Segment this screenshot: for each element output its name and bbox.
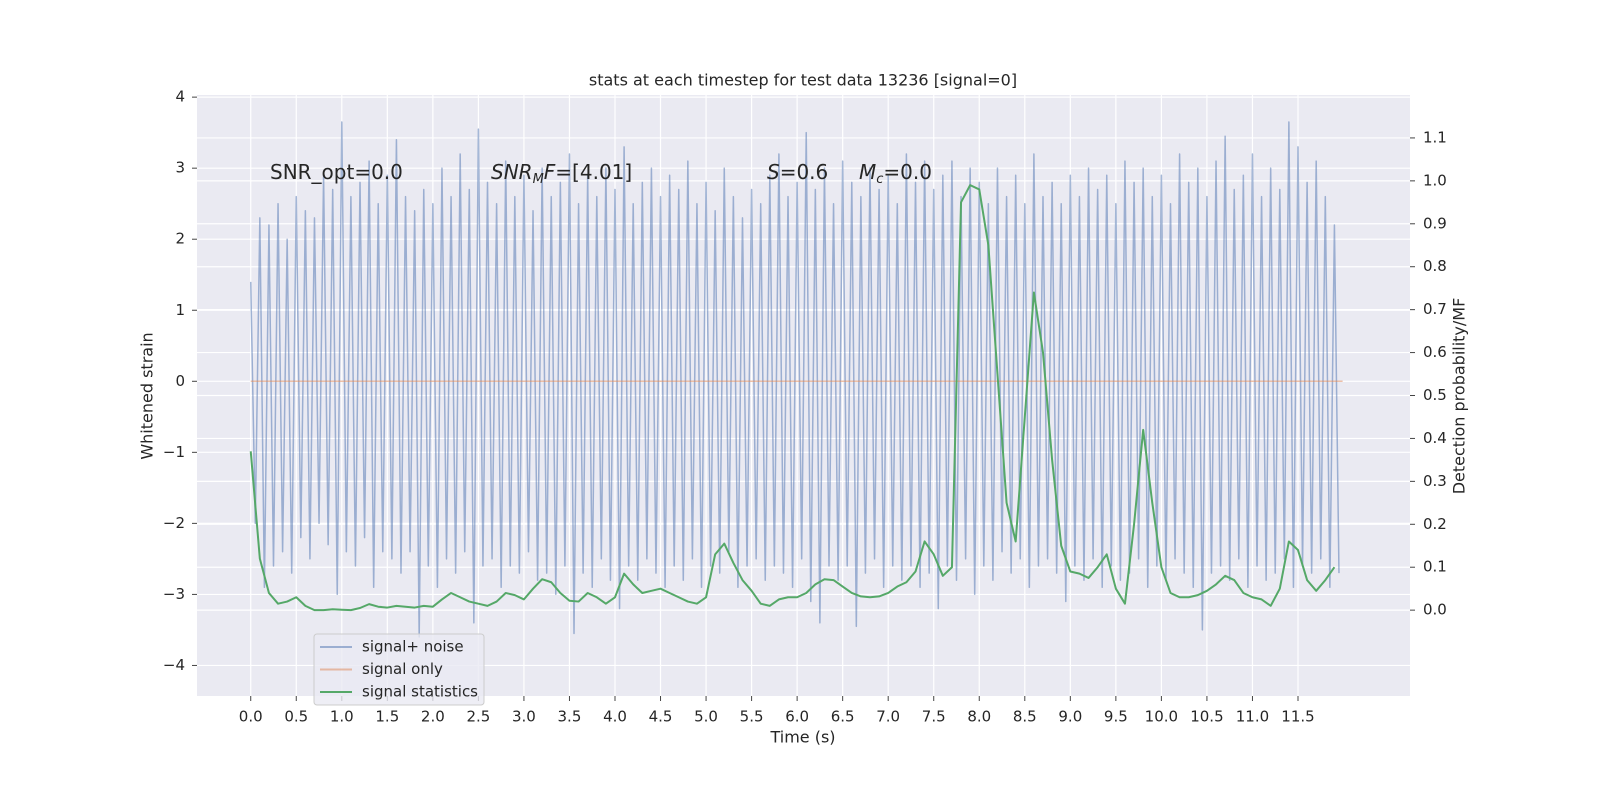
- series-line: [249, 184, 1336, 612]
- y2-tick-label: 1.0: [1423, 171, 1447, 189]
- x-tick-label: 6.0: [785, 708, 809, 726]
- legend: signal+ noise signal only signal statistic…: [313, 633, 485, 706]
- annotation-part: S: [767, 160, 780, 184]
- x-tick-label: 7.0: [876, 708, 900, 726]
- x-tick-label: 1.5: [375, 708, 399, 726]
- y2-tick-label: 1.1: [1423, 128, 1447, 146]
- y2-tick-label: 0.1: [1423, 558, 1447, 576]
- x-tick-label: 3.0: [512, 708, 536, 726]
- x-tick-label: 2.0: [421, 708, 445, 726]
- y2-tick-label: 0.9: [1423, 214, 1447, 232]
- y-tick-label: 0: [175, 372, 185, 390]
- x-tick-label: 10.5: [1190, 708, 1223, 726]
- x-tick-label: 8.0: [967, 708, 991, 726]
- legend-label: signal statistics: [362, 683, 478, 701]
- x-tick-label: 11.5: [1281, 708, 1314, 726]
- y2-tick-label: 0.6: [1423, 343, 1447, 361]
- y-axis-label: Whitened strain: [138, 332, 157, 459]
- x-tick-label: 3.5: [558, 708, 582, 726]
- x-tick-label: 11.0: [1236, 708, 1269, 726]
- annotation-part: F: [544, 160, 556, 184]
- y2-tick-label: 0.8: [1423, 257, 1447, 275]
- legend-label: signal+ noise: [362, 638, 464, 656]
- y-tick-label: 4: [175, 88, 185, 106]
- annotation: SNRMF=[4.01]: [491, 160, 632, 187]
- y-tick-label: 3: [175, 159, 185, 177]
- y2-axis-label: Detection probability/MF: [1450, 298, 1469, 495]
- x-tick-label: 4.5: [649, 708, 673, 726]
- annotation-part: =[4.01]: [555, 160, 632, 184]
- y-tick-label: −4: [163, 656, 185, 674]
- y-tick-label: −1: [163, 443, 185, 461]
- chart-title: stats at each timestep for test data 132…: [589, 71, 1017, 90]
- annotation: Mc=0.0: [859, 160, 932, 187]
- y-tick-label: −3: [163, 585, 185, 603]
- annotation-part: SNR_opt=0.0: [270, 160, 403, 184]
- y2-tick-label: 0.0: [1423, 601, 1447, 619]
- x-tick-label: 10.0: [1145, 708, 1178, 726]
- y2-tick-label: 0.5: [1423, 386, 1447, 404]
- y2-tick-label: 0.3: [1423, 472, 1447, 490]
- annotation-part: c: [876, 172, 883, 187]
- annotation-part: SNR: [491, 160, 533, 184]
- y2-tick-label: 0.4: [1423, 429, 1447, 447]
- x-tick-label: 5.5: [740, 708, 764, 726]
- legend-box: [313, 633, 485, 706]
- x-tick-label: 7.5: [922, 708, 946, 726]
- annotation-part: =0.6: [780, 160, 829, 184]
- y-tick-label: 1: [175, 301, 185, 319]
- annotation-part: =0.0: [883, 160, 932, 184]
- x-axis-label: Time (s): [769, 728, 835, 747]
- x-tick-label: 8.5: [1013, 708, 1037, 726]
- x-tick-label: 0.5: [284, 708, 308, 726]
- x-tick-label: 1.0: [330, 708, 354, 726]
- series-line: [249, 121, 1340, 638]
- x-tick-label: 4.0: [603, 708, 627, 726]
- x-tick-label: 2.5: [466, 708, 490, 726]
- y2-tick-label: 0.7: [1423, 300, 1447, 318]
- x-tick-label: 9.5: [1104, 708, 1128, 726]
- y2-tick-label: 0.2: [1423, 515, 1447, 533]
- y-tick-label: −2: [163, 514, 185, 532]
- x-tick-label: 9.0: [1058, 708, 1082, 726]
- annotation: SNR_opt=0.0: [270, 160, 403, 184]
- y-tick-label: 2: [175, 230, 185, 248]
- annotation-part: M: [859, 160, 876, 184]
- annotation-part: M: [533, 172, 544, 187]
- x-tick-label: 5.0: [694, 708, 718, 726]
- x-tick-label: 0.0: [239, 708, 263, 726]
- annotation: S=0.6: [767, 160, 828, 184]
- x-tick-label: 6.5: [831, 708, 855, 726]
- legend-label: signal only: [362, 660, 443, 678]
